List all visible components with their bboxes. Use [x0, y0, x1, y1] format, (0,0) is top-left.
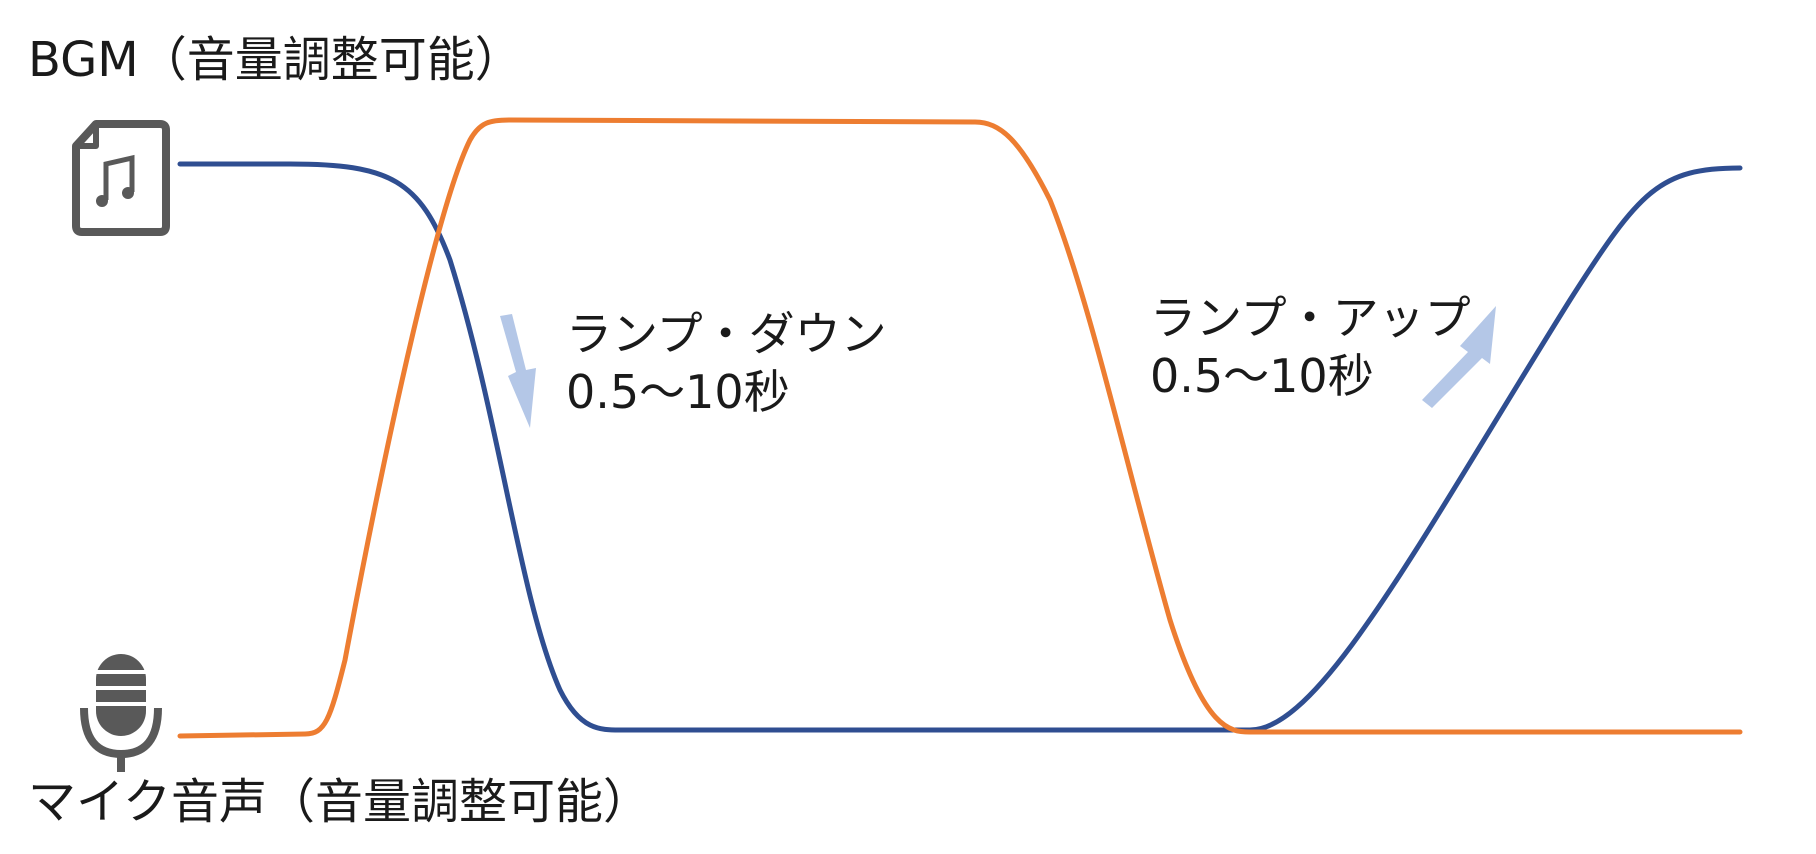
microphone-icon	[80, 654, 162, 772]
bgm-volume-curve	[177, 161, 1743, 733]
bgm-label: BGM（音量調整可能）	[28, 32, 523, 88]
ramp-down-annotation: ランプ・ダウン 0.5～10秒	[566, 306, 887, 421]
music-file-icon	[72, 120, 170, 236]
mic-label: マイク音声（音量調整可能）	[28, 774, 652, 830]
ramp-down-duration: 0.5～10秒	[566, 364, 790, 419]
mic-volume-curve	[177, 117, 1743, 739]
ramp-up-duration: 0.5～10秒	[1150, 348, 1374, 403]
ramp-down-title: ランプ・ダウン	[566, 307, 887, 361]
ramp-up-annotation: ランプ・アップ 0.5～10秒	[1150, 290, 1471, 405]
arrow-down-icon	[500, 314, 536, 428]
arrow-up-icon	[1422, 306, 1496, 408]
ramp-up-title: ランプ・アップ	[1150, 291, 1471, 345]
